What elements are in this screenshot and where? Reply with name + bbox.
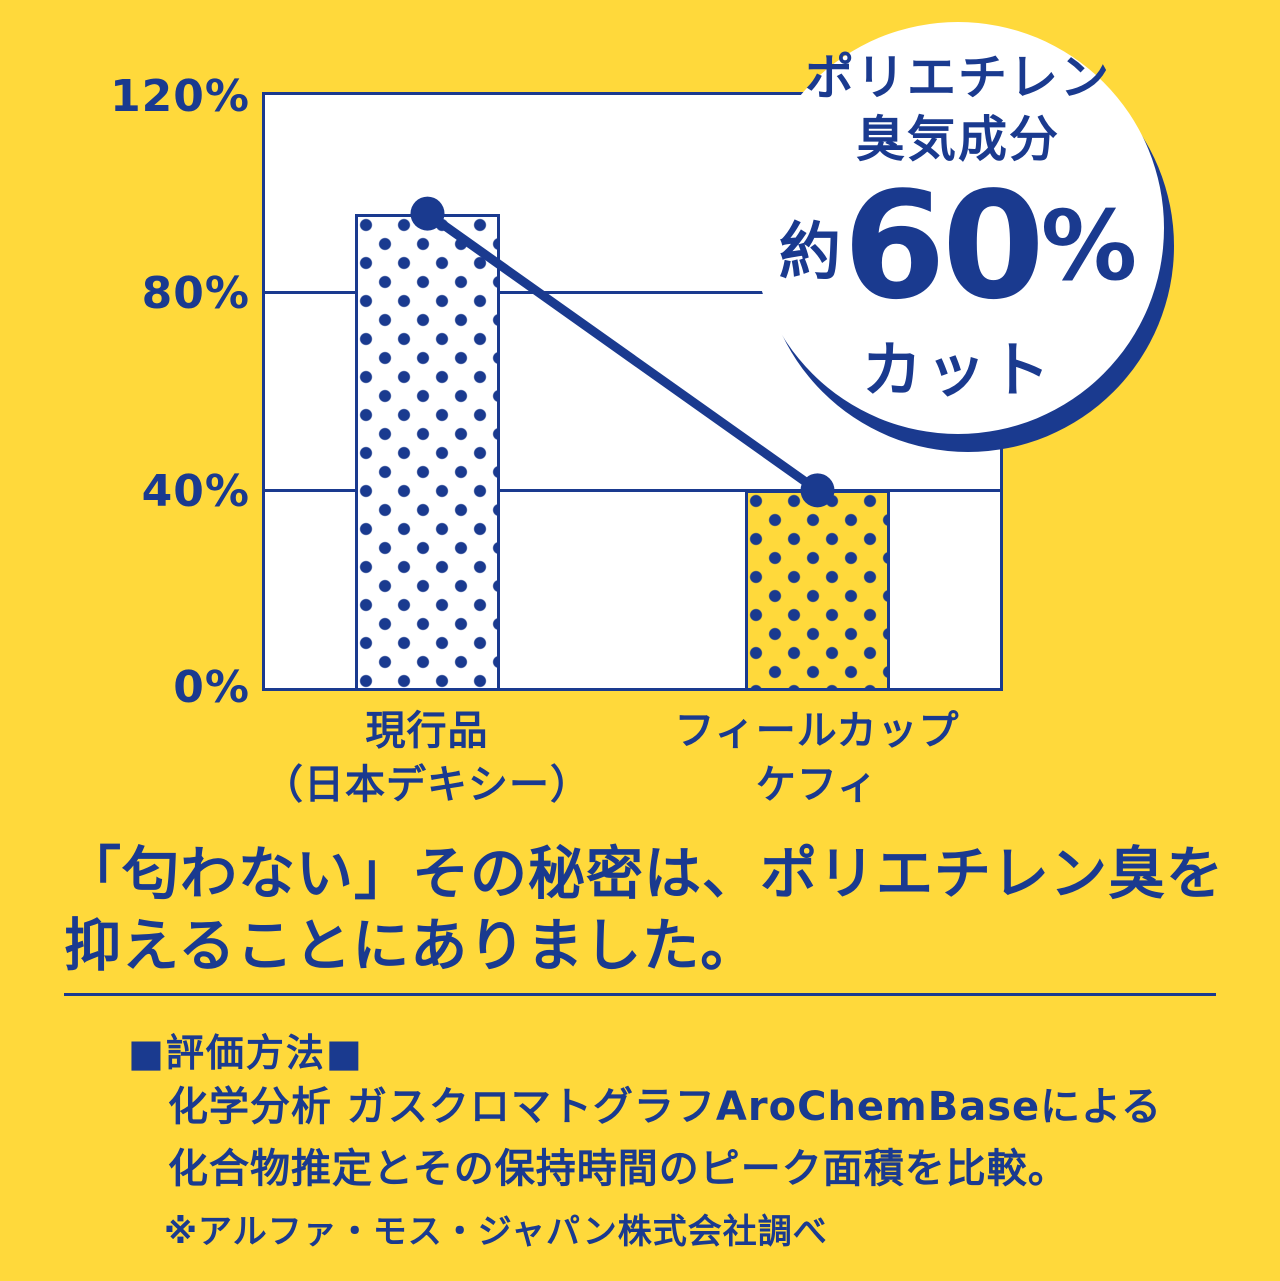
gridline-40 (265, 489, 1000, 492)
headline-line1: 「匂わない」その秘密は、ポリエチレン臭を (64, 841, 1224, 907)
percent-cut-badge: ポリエチレン 臭気成分 約 60 % カット (752, 22, 1164, 434)
badge-cut-label: カット (862, 335, 1054, 406)
badge-percentage-row: 約 60 % (779, 172, 1137, 320)
method-heading: ■評価方法■ (128, 1031, 364, 1075)
x-label-line: ケフィ (755, 762, 879, 808)
connector-line (424, 209, 821, 495)
method-body-line2: 化合物推定とその保持時間のピーク面積を比較。 (168, 1146, 1069, 1192)
bar-feel-cup-kefi (745, 490, 890, 688)
bar-current-product (355, 213, 500, 688)
badge-percent-sign: % (1040, 189, 1138, 302)
badge-value: 60 (842, 159, 1045, 332)
y-tick-0: 0% (173, 662, 250, 713)
x-label-current-product: 現行品 （日本デキシー） (197, 704, 657, 812)
method-body: 化学分析 ガスクロマトグラフAroChemBaseによる 化合物推定とその保持時… (168, 1076, 1162, 1200)
x-label-feel-cup-kefi: フィールカップ ケフィ (587, 704, 1047, 812)
y-tick-40: 40% (141, 466, 250, 517)
badge-title-line2: 臭気成分 (855, 110, 1060, 168)
divider-line (64, 993, 1216, 996)
footnote: ※アルファ・モス・ジャパン株式会社調べ (164, 1212, 828, 1252)
x-label-line: （日本デキシー） (263, 762, 591, 808)
bar-top-dot-current (410, 196, 445, 231)
y-tick-120: 120% (110, 71, 250, 122)
connector-svg (410, 196, 835, 508)
bar-top-dot-kefi (800, 473, 835, 508)
headline-line2: 抑えることにありました。 (64, 913, 759, 980)
gridline-80 (265, 291, 1000, 294)
method-body-line1: 化学分析 ガスクロマトグラフAroChemBaseによる (168, 1084, 1162, 1130)
x-label-line: フィールカップ (674, 708, 960, 754)
badge-title-line1: ポリエチレン (804, 49, 1111, 107)
x-label-line: 現行品 (365, 708, 489, 754)
headline: 「匂わない」その秘密は、ポリエチレン臭を 抑えることにありました。 (64, 838, 1224, 983)
y-tick-80: 80% (141, 268, 250, 319)
badge-approx-label: 約 (778, 214, 841, 288)
